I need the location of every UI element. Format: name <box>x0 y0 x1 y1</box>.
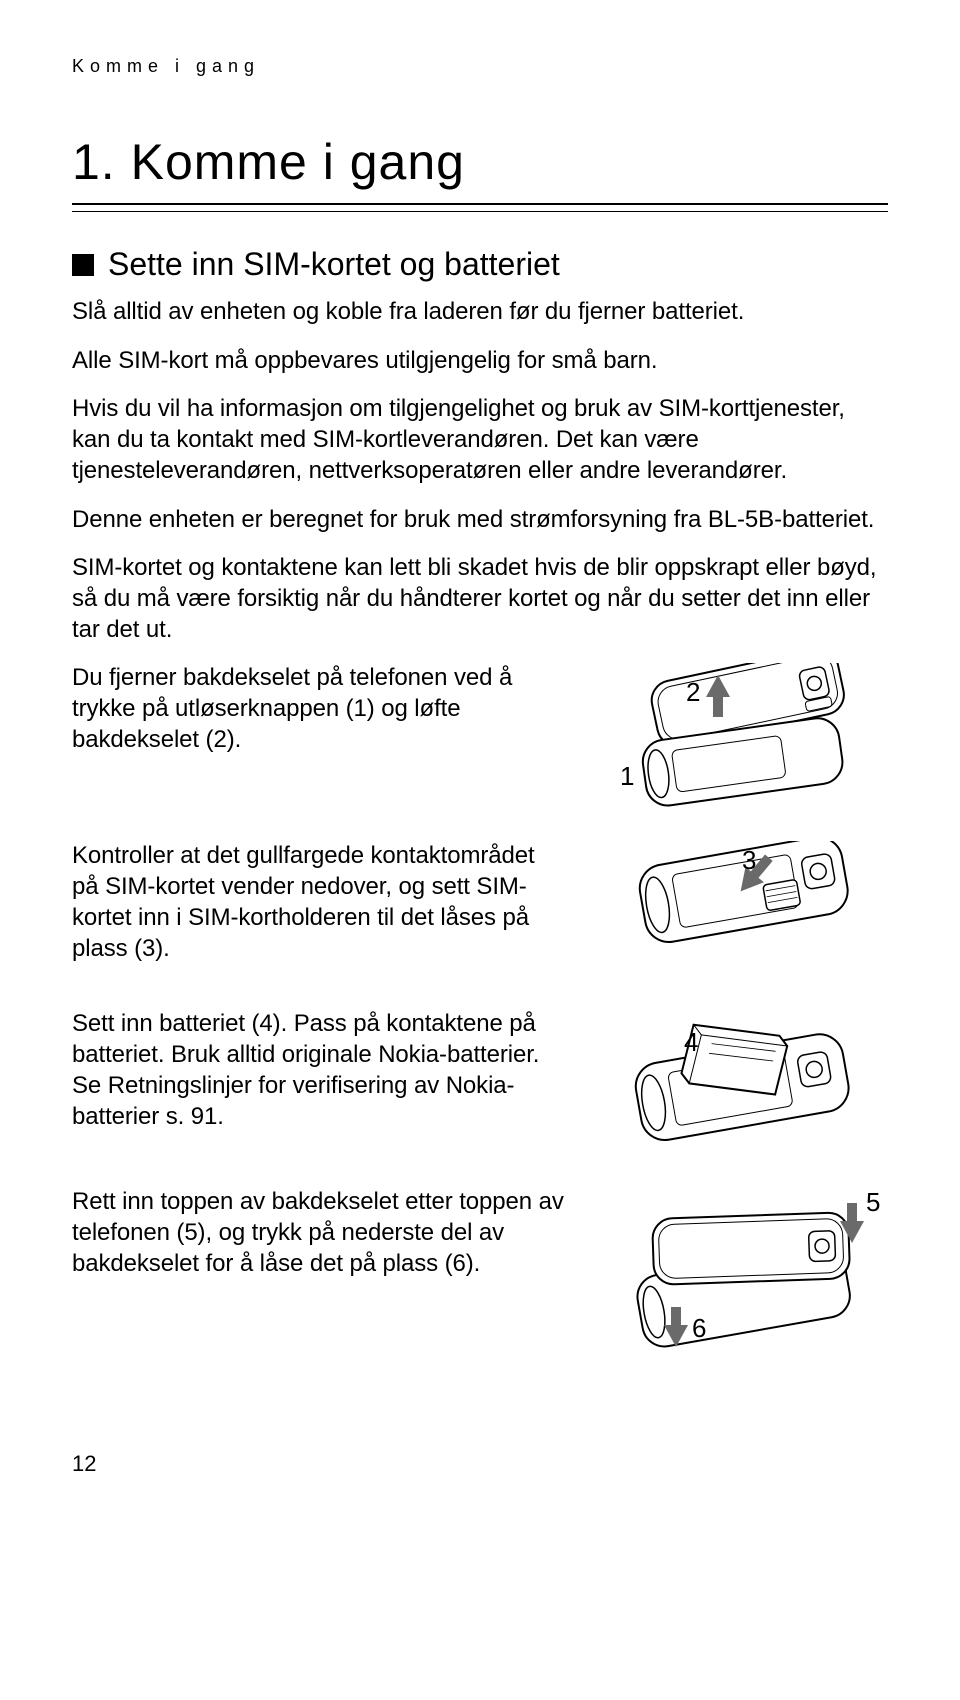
step-row: Sett inn batteriet (4). Pass på kontakte… <box>72 1009 888 1169</box>
running-header: Komme i gang <box>72 56 888 77</box>
phone-cover-icon: 2 1 <box>588 663 888 823</box>
paragraph: Kontroller at det gullfargede kontaktomr… <box>72 841 564 964</box>
section-marker-icon <box>72 254 94 276</box>
paragraph: Slå alltid av enheten og koble fra lader… <box>72 297 888 328</box>
callout-3: 3 <box>742 845 756 875</box>
phone-battery-icon: 4 <box>588 1009 888 1169</box>
step-row: Rett inn toppen av bakdekselet etter top… <box>72 1187 888 1377</box>
section-title: Sette inn SIM-kortet og batteriet <box>108 246 560 283</box>
rule-thick <box>72 203 888 205</box>
figure-close-cover: 5 6 <box>588 1187 888 1377</box>
rule-thin <box>72 211 888 212</box>
paragraph: Hvis du vil ha informasjon om tilgjengel… <box>72 394 888 486</box>
figure-insert-battery: 4 <box>588 1009 888 1169</box>
callout-2: 2 <box>686 677 700 707</box>
callout-4: 4 <box>684 1027 698 1057</box>
section-heading: Sette inn SIM-kortet og batteriet <box>72 246 888 283</box>
paragraph: Rett inn toppen av bakdekselet etter top… <box>72 1187 564 1279</box>
paragraph: SIM-kortet og kontaktene kan lett bli sk… <box>72 553 888 645</box>
step-row: Du fjerner bakdekselet på telefonen ved … <box>72 663 888 823</box>
callout-6: 6 <box>692 1313 706 1343</box>
figure-remove-cover: 2 1 <box>588 663 888 823</box>
paragraph: Alle SIM-kort må oppbevares utilgjengeli… <box>72 346 888 377</box>
paragraph: Sett inn batteriet (4). Pass på kontakte… <box>72 1009 564 1132</box>
paragraph: Du fjerner bakdekselet på telefonen ved … <box>72 663 564 755</box>
callout-5: 5 <box>866 1187 880 1217</box>
phone-sim-icon: 3 <box>588 841 888 991</box>
step-row: Kontroller at det gullfargede kontaktomr… <box>72 841 888 991</box>
page-number: 12 <box>72 1451 888 1477</box>
paragraph: Denne enheten er beregnet for bruk med s… <box>72 505 888 536</box>
callout-1: 1 <box>620 761 634 791</box>
phone-close-icon: 5 6 <box>588 1187 888 1377</box>
figure-insert-sim: 3 <box>588 841 888 991</box>
chapter-title: 1. Komme i gang <box>72 133 888 191</box>
